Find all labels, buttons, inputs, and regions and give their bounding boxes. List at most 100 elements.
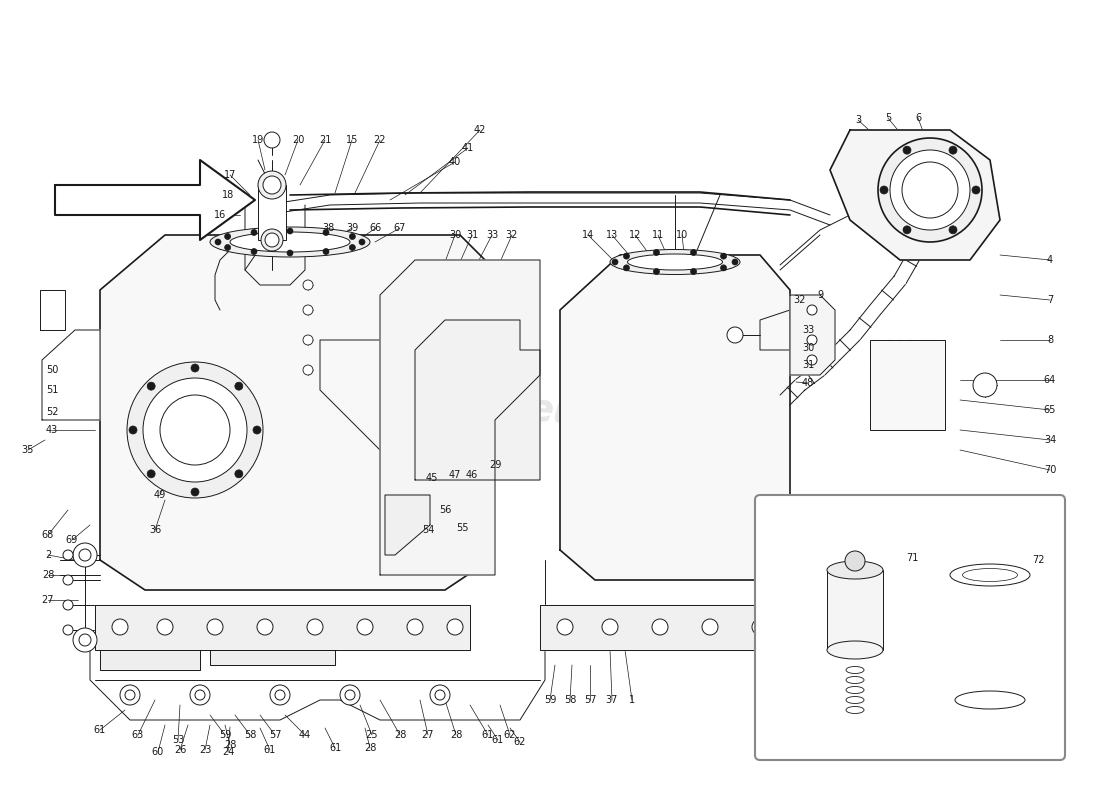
Circle shape bbox=[157, 619, 173, 635]
Circle shape bbox=[79, 549, 91, 561]
Circle shape bbox=[447, 619, 463, 635]
Ellipse shape bbox=[230, 232, 350, 252]
Circle shape bbox=[350, 245, 355, 250]
Text: 42: 42 bbox=[474, 125, 486, 135]
Text: 55: 55 bbox=[455, 523, 469, 533]
Text: 50: 50 bbox=[46, 365, 58, 375]
Text: 27: 27 bbox=[42, 595, 54, 605]
Circle shape bbox=[264, 132, 280, 148]
Text: 40: 40 bbox=[449, 157, 461, 167]
Text: 62: 62 bbox=[514, 737, 526, 747]
Circle shape bbox=[160, 395, 230, 465]
Text: 8: 8 bbox=[1047, 335, 1053, 345]
Polygon shape bbox=[42, 330, 100, 420]
Text: 54: 54 bbox=[421, 525, 434, 535]
Circle shape bbox=[430, 685, 450, 705]
Text: 10: 10 bbox=[675, 230, 689, 240]
Circle shape bbox=[265, 233, 279, 247]
Circle shape bbox=[602, 619, 618, 635]
Circle shape bbox=[261, 229, 283, 251]
Text: 20: 20 bbox=[292, 135, 305, 145]
Polygon shape bbox=[830, 130, 1000, 260]
Circle shape bbox=[258, 171, 286, 199]
Text: 31: 31 bbox=[466, 230, 478, 240]
Circle shape bbox=[287, 228, 293, 234]
Polygon shape bbox=[379, 260, 540, 575]
Text: 31: 31 bbox=[802, 360, 814, 370]
Polygon shape bbox=[210, 650, 336, 665]
Text: 15: 15 bbox=[345, 135, 359, 145]
Circle shape bbox=[359, 239, 365, 245]
Circle shape bbox=[63, 575, 73, 585]
Text: 39: 39 bbox=[345, 223, 359, 233]
Text: 2: 2 bbox=[45, 550, 51, 560]
Circle shape bbox=[653, 269, 660, 274]
Text: 11: 11 bbox=[652, 230, 664, 240]
Text: 28: 28 bbox=[42, 570, 54, 580]
Polygon shape bbox=[415, 320, 540, 480]
Polygon shape bbox=[55, 160, 255, 240]
Circle shape bbox=[63, 550, 73, 560]
Text: 71: 71 bbox=[906, 553, 918, 563]
Text: 3: 3 bbox=[855, 115, 861, 125]
Circle shape bbox=[624, 265, 629, 271]
Circle shape bbox=[251, 230, 257, 235]
Circle shape bbox=[234, 470, 243, 478]
Circle shape bbox=[807, 305, 817, 315]
Text: 5: 5 bbox=[884, 113, 891, 123]
Text: 61: 61 bbox=[329, 743, 341, 753]
Bar bbox=[827, 570, 883, 650]
Text: 30: 30 bbox=[449, 230, 461, 240]
Text: 58: 58 bbox=[564, 695, 576, 705]
Circle shape bbox=[302, 335, 313, 345]
Circle shape bbox=[195, 690, 205, 700]
Circle shape bbox=[752, 619, 768, 635]
Circle shape bbox=[79, 634, 91, 646]
Text: 28: 28 bbox=[450, 730, 462, 740]
Text: 33: 33 bbox=[486, 230, 498, 240]
Circle shape bbox=[323, 230, 329, 235]
Circle shape bbox=[251, 249, 257, 254]
Circle shape bbox=[727, 327, 742, 343]
Circle shape bbox=[434, 690, 446, 700]
Circle shape bbox=[257, 619, 273, 635]
Circle shape bbox=[275, 690, 285, 700]
Text: 44: 44 bbox=[299, 730, 311, 740]
Text: 68: 68 bbox=[42, 530, 54, 540]
Polygon shape bbox=[100, 650, 200, 670]
Text: 59: 59 bbox=[219, 730, 231, 740]
Text: 43: 43 bbox=[46, 425, 58, 435]
Text: 59: 59 bbox=[543, 695, 557, 705]
Ellipse shape bbox=[827, 641, 883, 659]
Ellipse shape bbox=[610, 250, 740, 274]
Circle shape bbox=[652, 619, 668, 635]
Text: 72: 72 bbox=[1032, 555, 1045, 565]
Text: 9: 9 bbox=[817, 290, 823, 300]
Text: 24: 24 bbox=[222, 747, 234, 757]
Circle shape bbox=[786, 619, 803, 635]
Ellipse shape bbox=[955, 691, 1025, 709]
Text: 21: 21 bbox=[319, 135, 331, 145]
Bar bbox=[870, 340, 945, 430]
Polygon shape bbox=[95, 605, 470, 650]
Text: 35: 35 bbox=[22, 445, 34, 455]
Circle shape bbox=[190, 685, 210, 705]
Circle shape bbox=[147, 470, 155, 478]
Circle shape bbox=[125, 690, 135, 700]
Circle shape bbox=[880, 186, 888, 194]
Circle shape bbox=[302, 365, 313, 375]
Polygon shape bbox=[790, 295, 835, 375]
Text: 14: 14 bbox=[582, 230, 594, 240]
Text: 48: 48 bbox=[802, 378, 814, 388]
Circle shape bbox=[224, 245, 231, 250]
Circle shape bbox=[691, 250, 696, 255]
Ellipse shape bbox=[950, 564, 1030, 586]
Text: eurospares: eurospares bbox=[146, 380, 394, 440]
Text: 28: 28 bbox=[223, 740, 236, 750]
Circle shape bbox=[624, 253, 629, 259]
Circle shape bbox=[845, 551, 865, 571]
Text: 49: 49 bbox=[154, 490, 166, 500]
Circle shape bbox=[557, 619, 573, 635]
Text: 27: 27 bbox=[421, 730, 434, 740]
Circle shape bbox=[263, 176, 280, 194]
